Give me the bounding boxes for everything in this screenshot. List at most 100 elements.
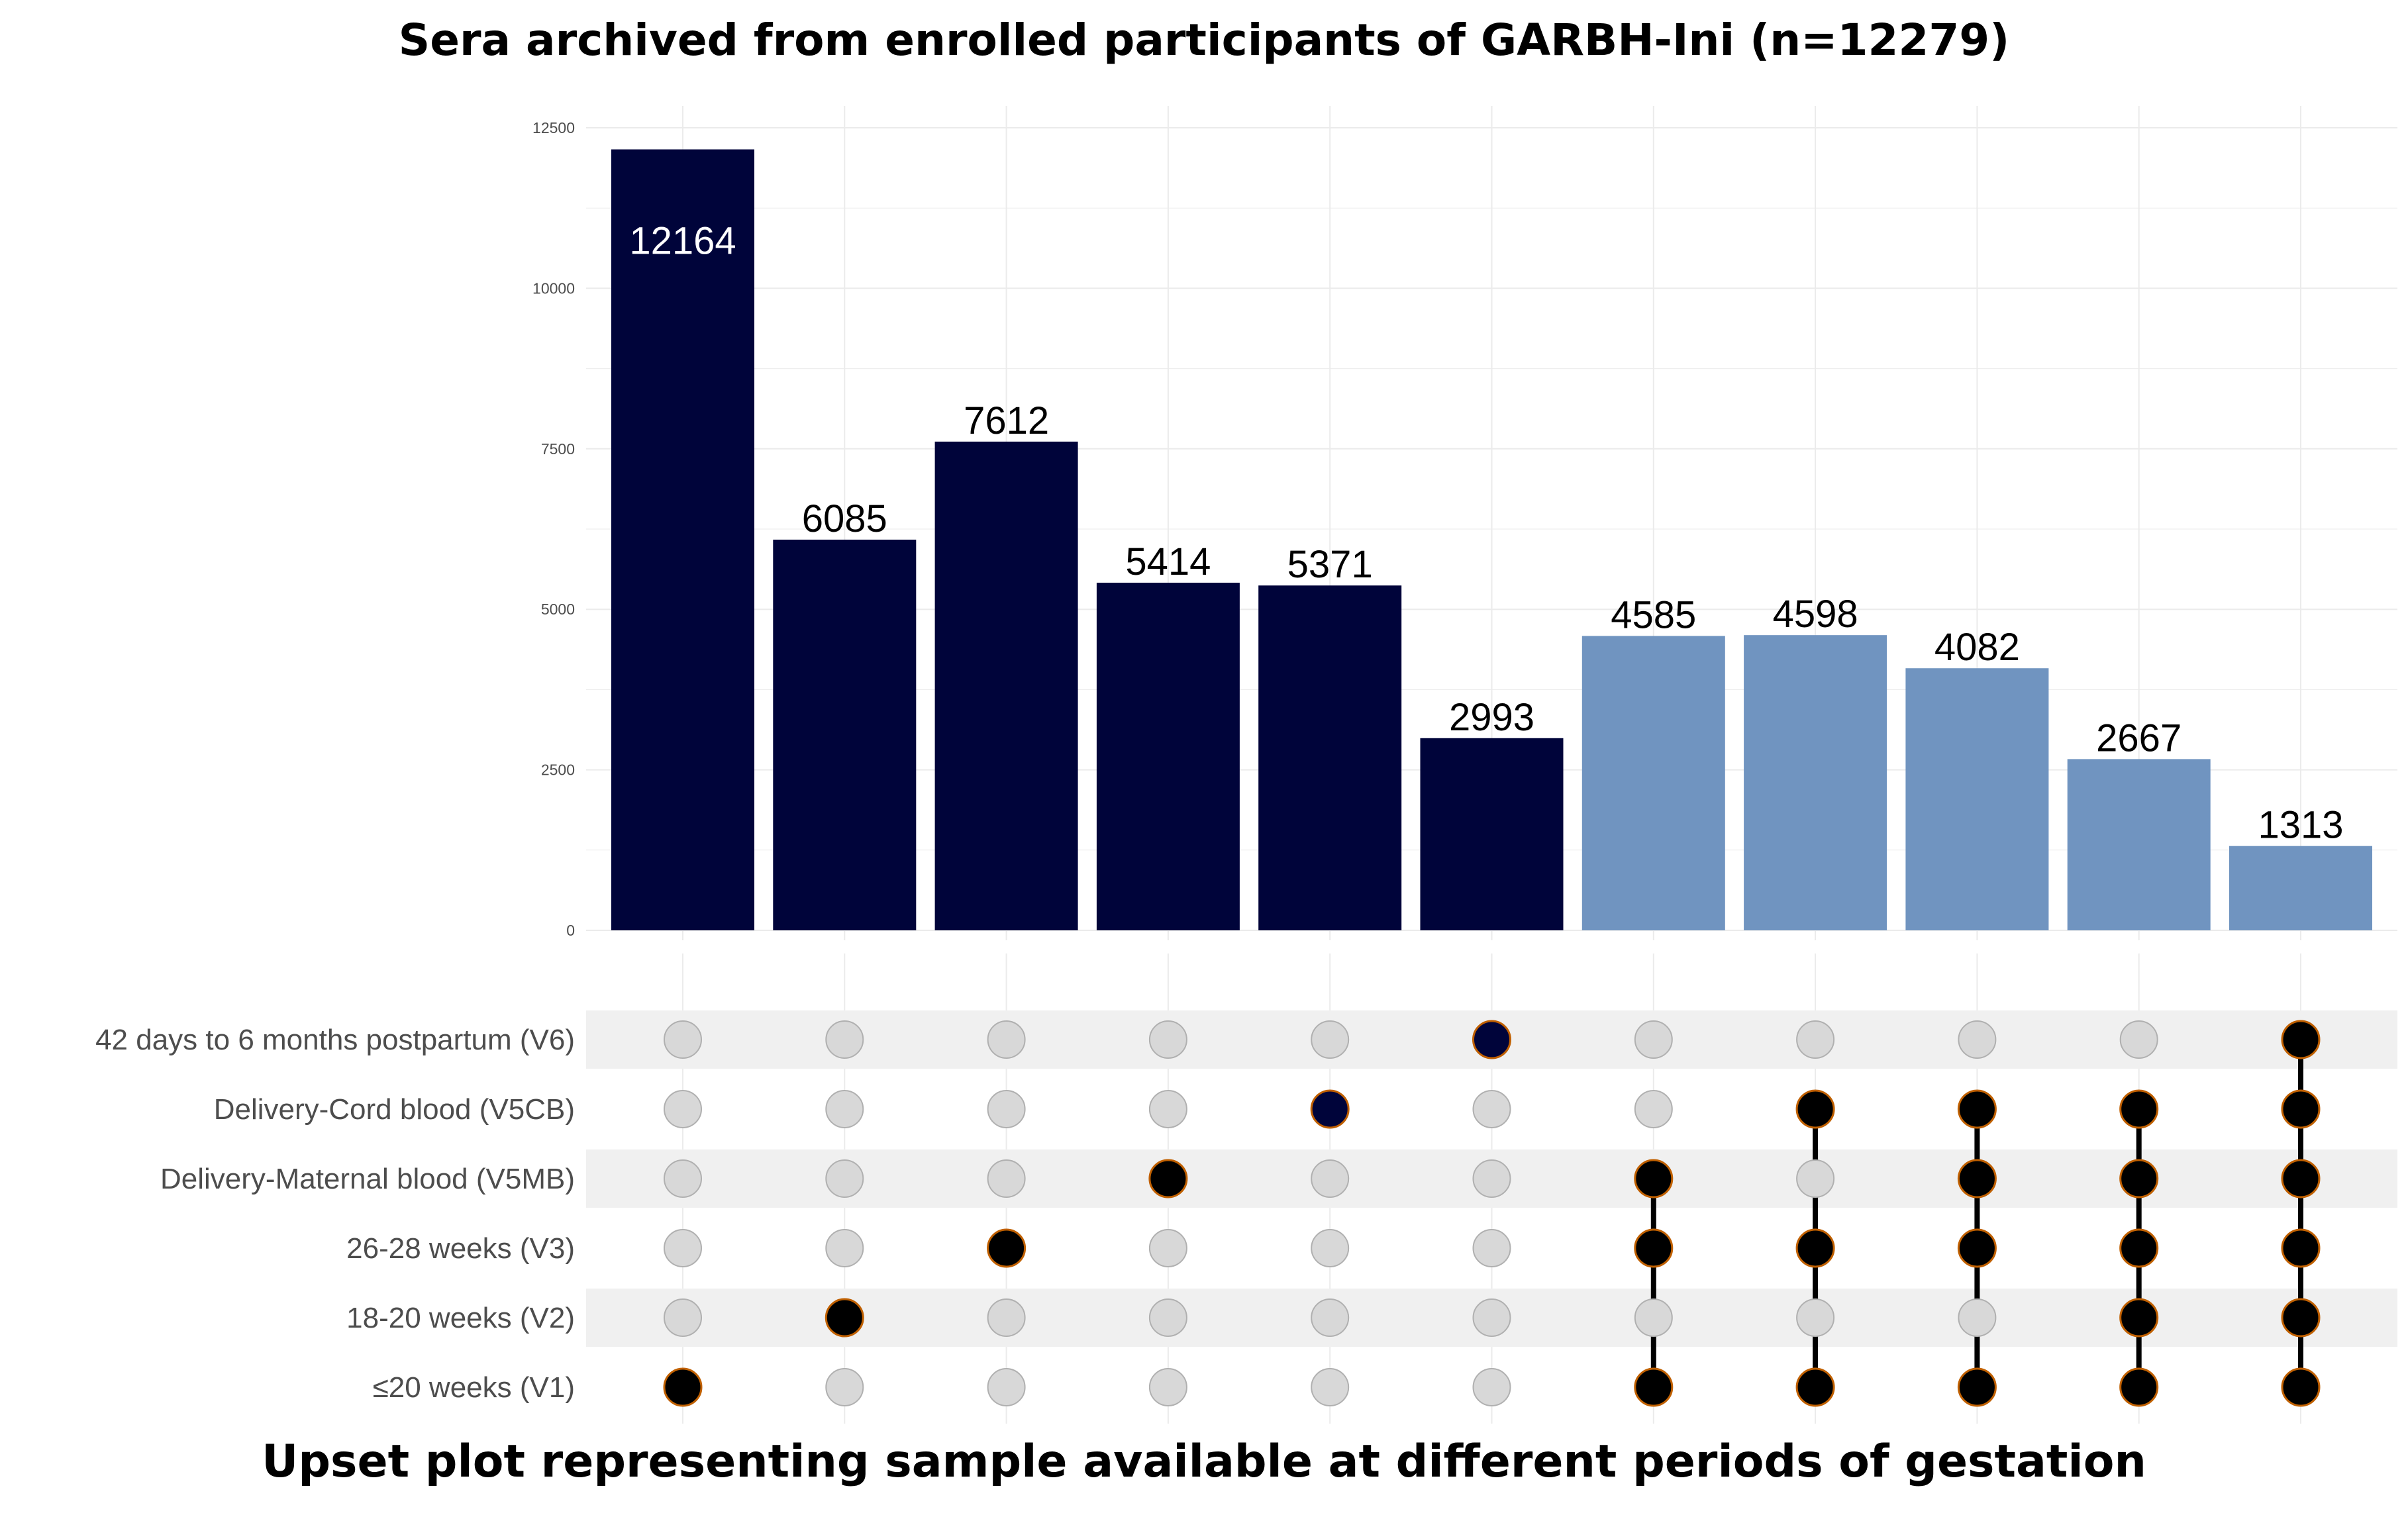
matrix-dot-active	[2281, 1159, 2321, 1198]
set-label: 18-20 weeks (V2)	[346, 1302, 575, 1334]
matrix-dot-active	[1148, 1159, 1188, 1198]
bar	[2229, 846, 2372, 930]
matrix-dot-active	[1957, 1089, 1997, 1129]
matrix-dot-inactive	[1148, 1298, 1187, 1337]
matrix-dot-active	[2281, 1020, 2321, 1059]
matrix-dot-active	[1795, 1089, 1835, 1129]
matrix-dot-active	[825, 1298, 864, 1338]
matrix-dot-active	[1957, 1228, 1997, 1268]
matrix-dot-inactive	[664, 1090, 702, 1128]
y-tick-label: 10000	[532, 279, 575, 297]
matrix-dot-inactive	[2119, 1020, 2158, 1059]
matrix-dot-active	[2119, 1089, 2159, 1129]
matrix-dot-active	[1472, 1020, 1511, 1059]
matrix-dot-inactive	[825, 1368, 864, 1406]
matrix-dot-inactive	[1311, 1229, 1350, 1267]
y-tick-label: 2500	[541, 761, 575, 779]
matrix-dot-inactive	[1634, 1298, 1673, 1337]
set-label: ≤20 weeks (V1)	[373, 1371, 575, 1404]
bar	[1581, 636, 1725, 930]
matrix-dot-active	[1795, 1367, 1835, 1407]
bar	[1258, 585, 1402, 930]
matrix-dot-inactive	[1311, 1298, 1350, 1337]
matrix-dot-inactive	[1148, 1020, 1187, 1059]
set-label: Delivery-Cord blood (V5CB)	[214, 1093, 575, 1126]
y-tick-label: 0	[566, 922, 575, 939]
bar	[934, 441, 1078, 930]
bar	[611, 149, 754, 930]
matrix-dot-inactive	[1472, 1368, 1511, 1406]
matrix-dot-inactive	[825, 1020, 864, 1059]
y-tick-label: 12500	[532, 119, 575, 136]
matrix-dot-inactive	[1634, 1090, 1673, 1128]
matrix-dot-inactive	[987, 1090, 1026, 1128]
matrix-dot-inactive	[1958, 1020, 1997, 1059]
matrix-dot-inactive	[825, 1159, 864, 1198]
matrix-dot-active	[1957, 1159, 1997, 1198]
matrix-dot-active	[987, 1228, 1027, 1268]
y-tick-label: 7500	[541, 440, 575, 458]
matrix-dot-active	[1634, 1228, 1674, 1268]
matrix-dot-inactive	[1311, 1020, 1350, 1059]
matrix-dot-inactive	[1472, 1298, 1511, 1337]
matrix-dot-inactive	[1472, 1159, 1511, 1198]
matrix-dot-inactive	[664, 1020, 702, 1059]
bar-value-label: 4082	[1934, 626, 2020, 669]
matrix-dot-inactive	[825, 1090, 864, 1128]
matrix-dot-active	[1310, 1089, 1350, 1129]
matrix-dot-active	[663, 1367, 703, 1407]
set-label: Delivery-Maternal blood (V5MB)	[160, 1163, 575, 1195]
matrix-dot-active	[2119, 1298, 2159, 1338]
matrix-dot-inactive	[1958, 1298, 1997, 1337]
matrix-dot-inactive	[825, 1229, 864, 1267]
bar-value-label: 4598	[1773, 593, 1858, 636]
bar-value-label: 5371	[1287, 543, 1373, 586]
bar-value-label: 5414	[1125, 540, 1211, 583]
matrix-dot-inactive	[1311, 1159, 1350, 1198]
matrix-dot-inactive	[1472, 1090, 1511, 1128]
matrix-dot-inactive	[664, 1229, 702, 1267]
matrix-dot-inactive	[1311, 1368, 1350, 1406]
chart-caption: Upset plot representing sample available…	[262, 1436, 2146, 1488]
matrix-dot-inactive	[1796, 1020, 1835, 1059]
matrix: 42 days to 6 months postpartum (V6) Deliv…	[95, 1010, 2397, 1407]
y-axis: 0 2500 5000 7500 10000 12500	[532, 119, 575, 939]
bar-value-label: 2667	[2096, 716, 2182, 759]
matrix-dot-inactive	[1148, 1368, 1187, 1406]
matrix-dot-inactive	[1796, 1298, 1835, 1337]
bars: 12164 6085 7612 5414 5371 2993 4585 4598 4082 266…	[611, 149, 2372, 930]
matrix-dot-active	[2119, 1159, 2159, 1198]
matrix-dot-active	[1957, 1367, 1997, 1407]
bar	[2067, 759, 2211, 930]
matrix-dot-active	[1634, 1367, 1674, 1407]
matrix-dot-inactive	[1796, 1159, 1835, 1198]
bar-value-label: 1313	[2258, 804, 2343, 847]
bar	[1096, 583, 1240, 930]
matrix-dot-active	[2119, 1367, 2159, 1407]
matrix-dot-inactive	[1472, 1229, 1511, 1267]
matrix-dot-active	[1795, 1228, 1835, 1268]
matrix-dot-inactive	[987, 1159, 1026, 1198]
bar-value-label: 7612	[964, 399, 1049, 442]
matrix-dot-active	[2281, 1367, 2321, 1407]
matrix-dot-active	[2281, 1089, 2321, 1129]
matrix-dot-inactive	[664, 1298, 702, 1337]
y-tick-label: 5000	[541, 601, 575, 618]
matrix-dot-inactive	[987, 1298, 1026, 1337]
bar-value-label: 4585	[1611, 593, 1696, 636]
set-label: 26-28 weeks (V3)	[346, 1232, 575, 1265]
matrix-dot-inactive	[664, 1159, 702, 1198]
matrix-dot-active	[2281, 1298, 2321, 1338]
matrix-dot-active	[2281, 1228, 2321, 1268]
matrix-dot-inactive	[1148, 1090, 1187, 1128]
matrix-dot-active	[1634, 1159, 1674, 1198]
matrix-dot-active	[2119, 1228, 2159, 1268]
bar-value-label: 6085	[802, 497, 887, 540]
chart-title: Sera archived from enrolled participants…	[398, 15, 2010, 66]
matrix-dot-inactive	[987, 1020, 1026, 1059]
bar	[1420, 738, 1564, 930]
matrix-dot-inactive	[987, 1368, 1026, 1406]
bar	[773, 539, 917, 930]
